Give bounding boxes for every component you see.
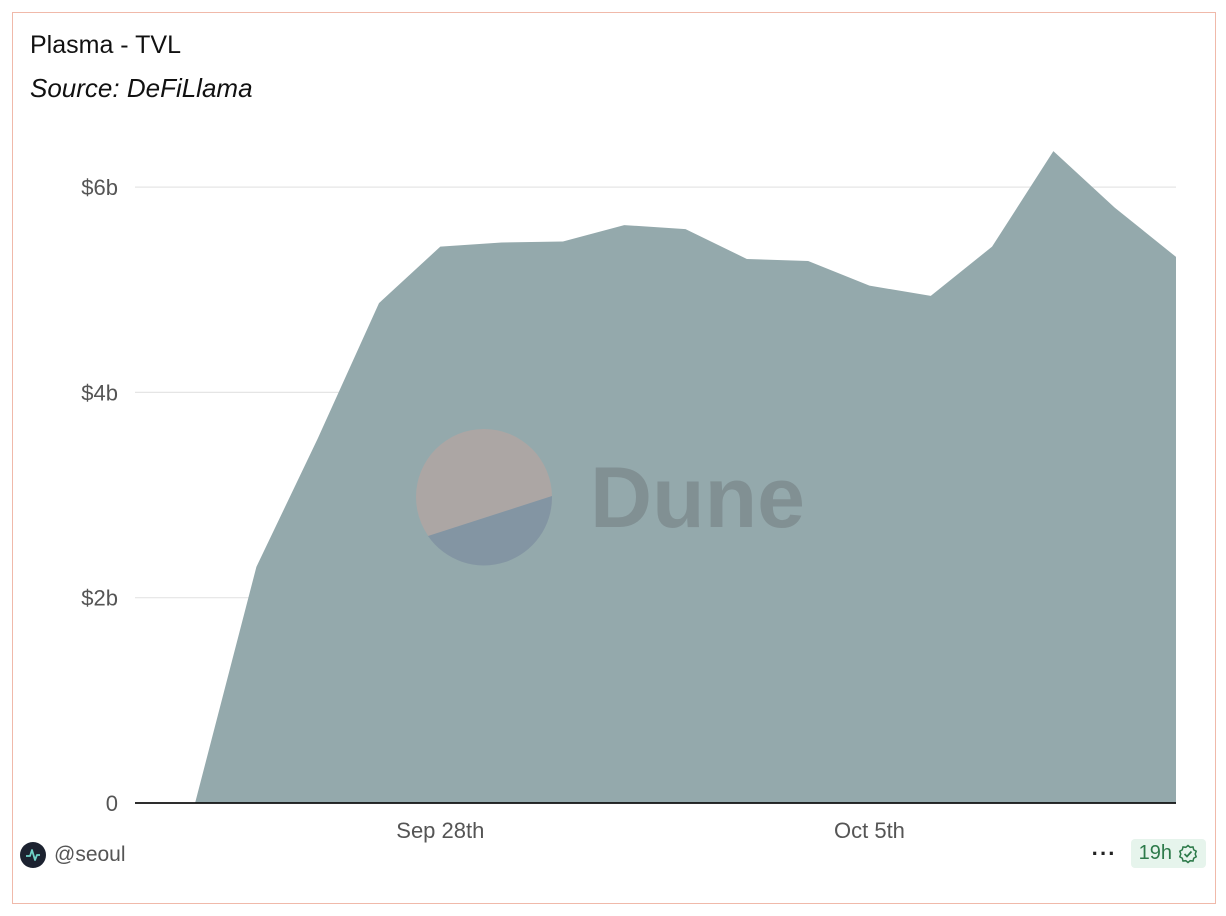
y-tick-label: 0 — [106, 791, 118, 816]
author-username: @seoul — [54, 843, 126, 866]
age-label: 19h — [1138, 842, 1172, 864]
refresh-age-badge[interactable]: 19h — [1130, 839, 1206, 868]
footer-actions: ··· 19h — [1092, 839, 1206, 868]
axes: 0 $2b $4b $6b Sep 28th Oct 5th — [81, 175, 1176, 843]
dune-watermark-logo-wedge — [428, 496, 553, 566]
chart-title: Plasma - TVL — [30, 31, 181, 59]
y-tick-label: $2b — [81, 586, 118, 611]
verified-check-icon — [1178, 844, 1198, 863]
author[interactable]: @seoul — [20, 842, 126, 868]
dune-logo-icon — [20, 842, 46, 868]
y-tick-label: $4b — [81, 380, 118, 405]
y-tick-label: $6b — [81, 175, 118, 200]
more-dots-icon[interactable]: ··· — [1091, 840, 1117, 866]
x-tick-label: Oct 5th — [834, 818, 905, 843]
area-series — [195, 151, 1176, 803]
tvl-area — [195, 151, 1176, 803]
dune-watermark: Dune — [416, 429, 805, 566]
x-tick-label: Sep 28th — [396, 818, 484, 843]
chart-subtitle: Source: DeFiLlama — [30, 73, 253, 103]
dune-watermark-text: Dune — [590, 450, 805, 546]
dune-watermark-logo-icon — [416, 429, 552, 565]
